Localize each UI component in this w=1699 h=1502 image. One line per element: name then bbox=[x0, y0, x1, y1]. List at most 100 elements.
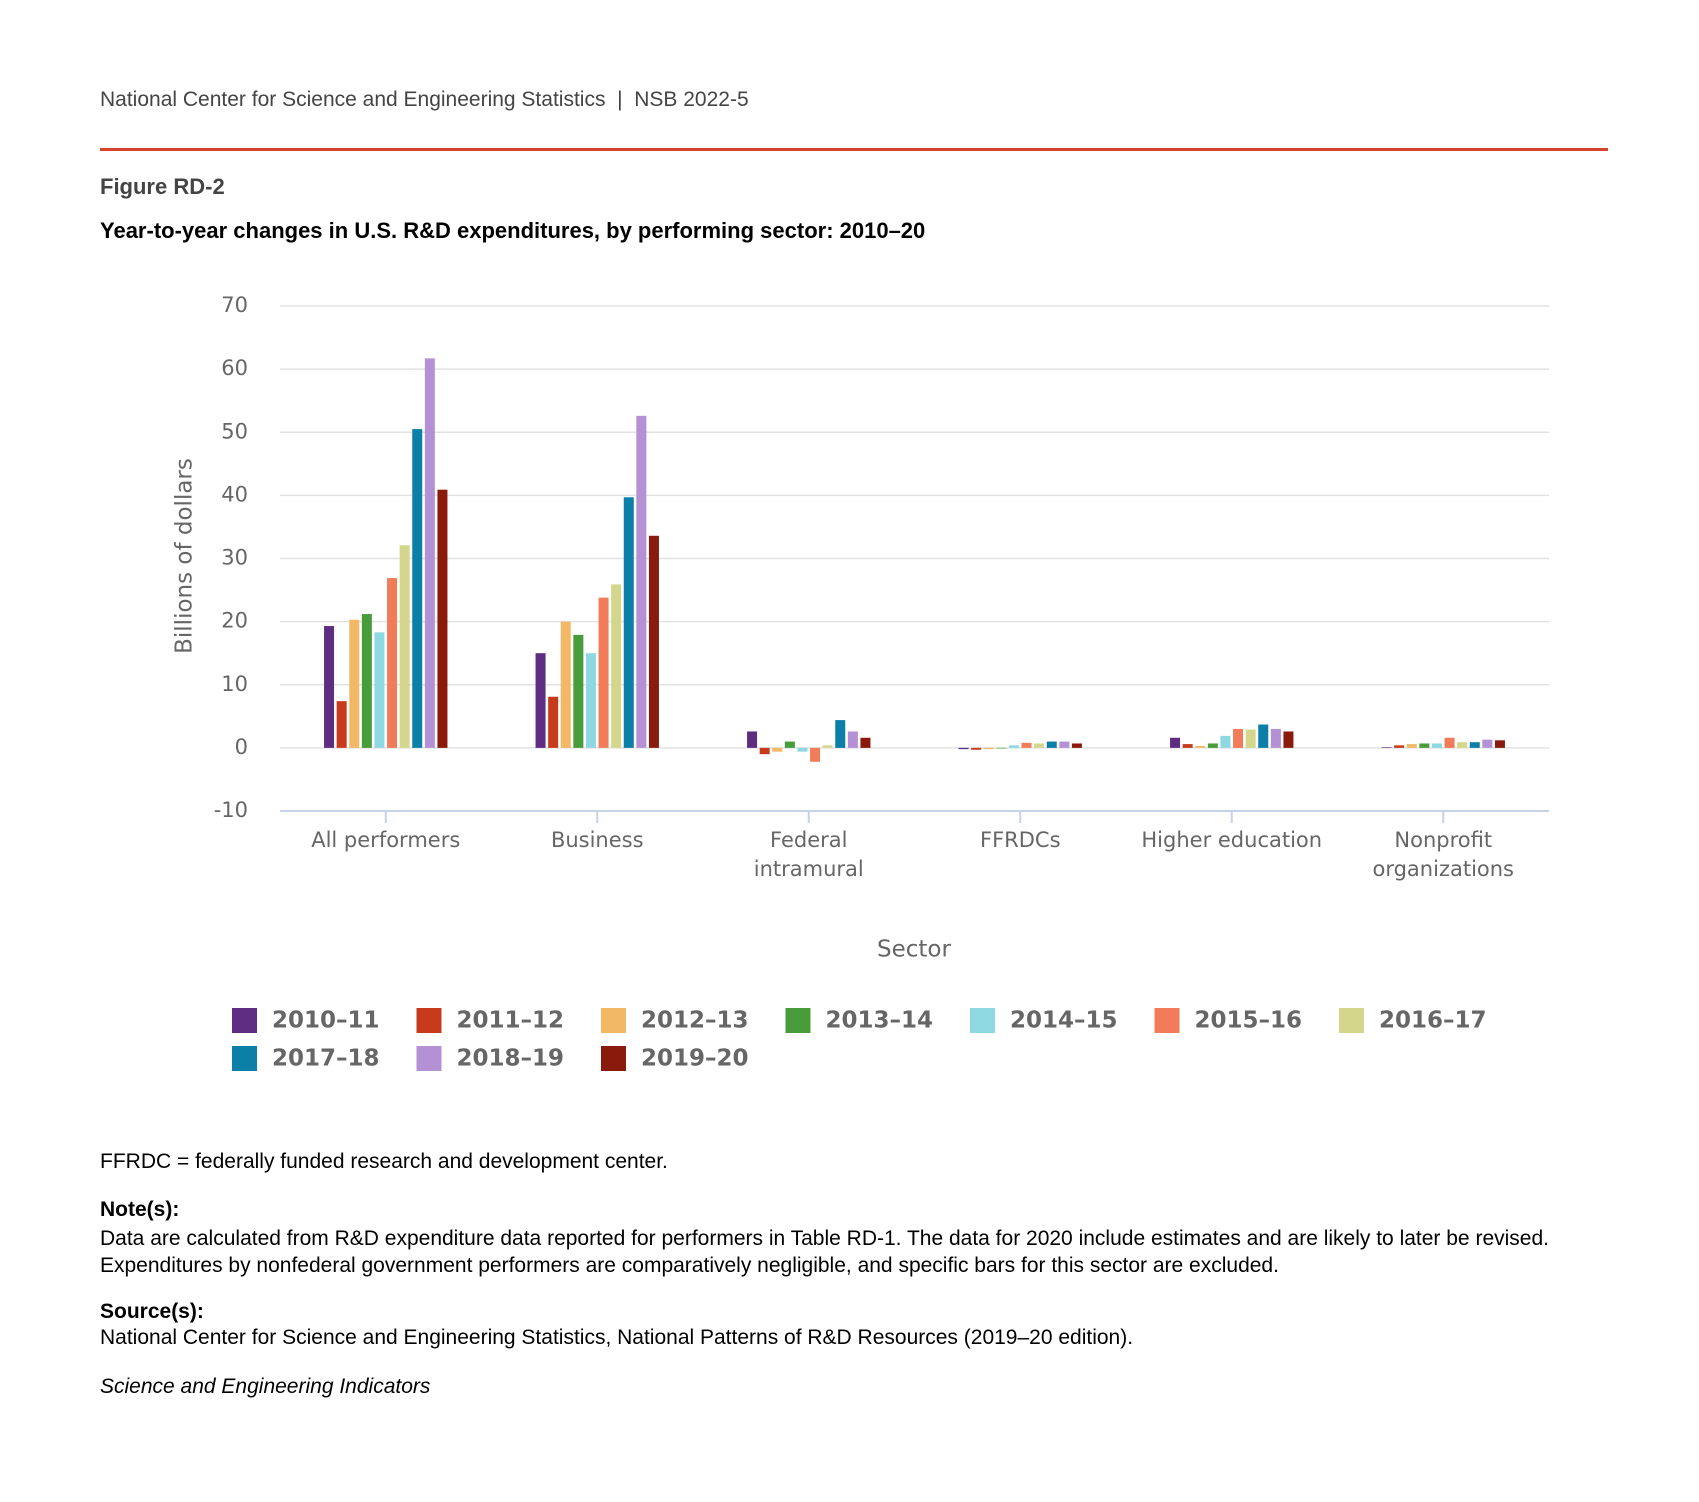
y-tick-label: 0 bbox=[235, 735, 248, 759]
chart: Sector Billions of dollars -10 0 10 20 30 40 5… bbox=[172, 293, 1549, 1072]
y-axis-title: Billions of dollars bbox=[172, 458, 198, 654]
legend-label: 2010–11 bbox=[272, 1008, 380, 1034]
y-tick-label: 10 bbox=[221, 672, 248, 696]
bar bbox=[1431, 743, 1442, 748]
note: Data are calculated from R&D expenditure… bbox=[100, 1227, 1549, 1277]
x-tick-label: All performers bbox=[311, 828, 461, 852]
legend-label: 2017–18 bbox=[272, 1046, 380, 1072]
bar bbox=[860, 737, 871, 748]
legend-swatch bbox=[416, 1046, 442, 1071]
bar bbox=[747, 731, 758, 748]
bar bbox=[996, 747, 1007, 749]
y-tick-label: 30 bbox=[221, 546, 248, 570]
bar bbox=[822, 745, 833, 748]
abbreviation: FFRDC = federally funded research and de… bbox=[100, 1150, 668, 1173]
bar bbox=[1283, 731, 1294, 748]
bar bbox=[1233, 728, 1244, 748]
x-axis-title: Sector bbox=[877, 937, 951, 963]
x-tick-label: FFRDCs bbox=[979, 828, 1061, 852]
bar bbox=[1034, 743, 1045, 748]
legend-label: 2018–19 bbox=[457, 1046, 565, 1072]
bar bbox=[1046, 741, 1057, 748]
bar bbox=[1494, 740, 1505, 748]
bar bbox=[585, 653, 596, 748]
bar bbox=[1457, 742, 1468, 748]
legend-swatch bbox=[232, 1046, 257, 1071]
x-tick-label: Higher education bbox=[1141, 828, 1323, 852]
legend-swatch bbox=[1154, 1008, 1180, 1033]
bar bbox=[759, 747, 770, 755]
bar bbox=[1469, 742, 1480, 748]
x-tick-label: Nonprofit organizations bbox=[1372, 828, 1514, 881]
bar bbox=[437, 489, 448, 748]
bar bbox=[424, 358, 435, 748]
bar bbox=[1021, 742, 1032, 748]
legend-label: 2016–17 bbox=[1379, 1008, 1487, 1034]
bar bbox=[1394, 745, 1405, 748]
y-tick-label: 20 bbox=[221, 609, 248, 633]
legend-swatch bbox=[601, 1008, 626, 1033]
bar bbox=[971, 747, 982, 750]
legend-swatch bbox=[232, 1008, 257, 1033]
bar bbox=[1482, 739, 1493, 748]
bar bbox=[412, 429, 423, 748]
legend-label: 2015–16 bbox=[1195, 1008, 1303, 1034]
y-tick-label: -10 bbox=[214, 798, 248, 822]
bar bbox=[1059, 741, 1070, 748]
source: National Center for Science and Engineer… bbox=[100, 1326, 1134, 1349]
bar bbox=[1220, 735, 1231, 748]
bar bbox=[1008, 745, 1019, 748]
bar bbox=[361, 614, 372, 748]
bar bbox=[1170, 737, 1181, 748]
bar bbox=[1258, 724, 1269, 748]
bar bbox=[983, 747, 994, 750]
bar bbox=[374, 632, 385, 748]
chart-title: Year-to-year changes in U.S. R&D expendi… bbox=[100, 218, 926, 243]
note-heading: Note(s): bbox=[100, 1198, 180, 1221]
x-tick-label: Business bbox=[550, 828, 644, 852]
bar bbox=[958, 747, 969, 750]
publication: Science and Engineering Indicators bbox=[100, 1375, 431, 1398]
bar bbox=[336, 701, 347, 748]
legend-swatch bbox=[970, 1008, 995, 1033]
x-tick-label: Federal intramural bbox=[753, 828, 864, 881]
legend-swatch bbox=[601, 1046, 626, 1071]
bar bbox=[847, 731, 858, 748]
legend-label: 2013–14 bbox=[826, 1008, 934, 1034]
legend-label: 2019–20 bbox=[641, 1046, 749, 1072]
bar bbox=[1182, 744, 1193, 748]
bar bbox=[797, 747, 808, 752]
bar bbox=[349, 619, 360, 748]
bar bbox=[573, 634, 584, 748]
legend-swatch bbox=[1339, 1008, 1364, 1033]
bar bbox=[1406, 744, 1417, 748]
bar bbox=[1381, 747, 1392, 748]
y-tick-label: 40 bbox=[221, 482, 248, 506]
legend-swatch bbox=[416, 1008, 442, 1033]
legend-label: 2011–12 bbox=[457, 1008, 565, 1034]
bar bbox=[535, 653, 546, 748]
bar bbox=[1245, 729, 1256, 748]
bar bbox=[1207, 743, 1218, 748]
source-heading: Source(s): bbox=[100, 1300, 204, 1323]
bar bbox=[1444, 737, 1455, 748]
bar bbox=[387, 578, 398, 748]
bar bbox=[324, 626, 335, 748]
bar bbox=[772, 747, 783, 752]
y-tick-label: 60 bbox=[221, 356, 248, 380]
figure-label: Figure RD-2 bbox=[100, 174, 225, 199]
bar bbox=[399, 545, 410, 748]
bar bbox=[598, 597, 609, 748]
bar bbox=[810, 747, 821, 762]
bar bbox=[1195, 745, 1206, 748]
bar bbox=[611, 584, 622, 748]
bar bbox=[835, 720, 846, 748]
legend-label: 2012–13 bbox=[641, 1008, 749, 1034]
bar bbox=[1071, 743, 1082, 748]
y-tick-label: 50 bbox=[221, 419, 248, 443]
bar bbox=[636, 415, 647, 748]
bar bbox=[623, 497, 634, 748]
bar bbox=[648, 535, 659, 748]
rule bbox=[100, 148, 1608, 151]
legend-swatch bbox=[785, 1008, 811, 1033]
